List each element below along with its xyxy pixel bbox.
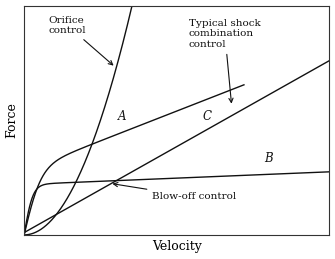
Text: Blow-off control: Blow-off control <box>114 183 237 201</box>
X-axis label: Velocity: Velocity <box>152 240 202 254</box>
Y-axis label: Force: Force <box>6 102 18 138</box>
Text: C: C <box>203 110 212 123</box>
Text: B: B <box>264 152 273 164</box>
Text: A: A <box>118 110 126 123</box>
Text: Orifice
control: Orifice control <box>49 16 113 65</box>
Text: Typical shock
combination
control: Typical shock combination control <box>189 19 261 103</box>
